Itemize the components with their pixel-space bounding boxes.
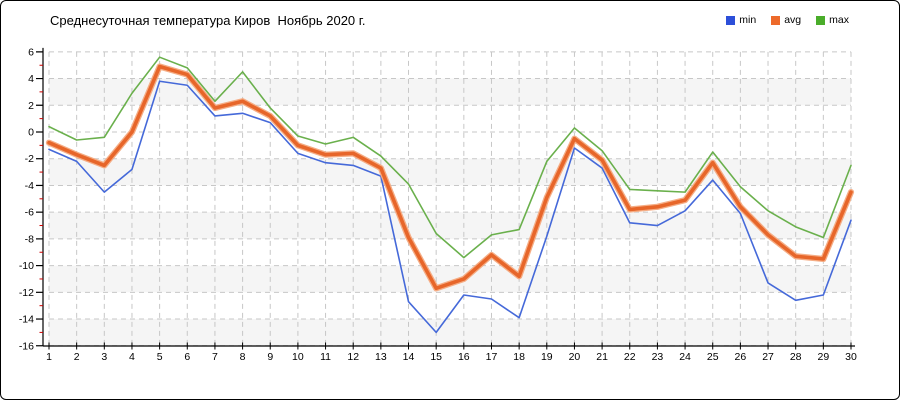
svg-text:10: 10 bbox=[292, 351, 304, 363]
svg-text:-12: -12 bbox=[19, 287, 34, 299]
svg-text:6: 6 bbox=[184, 351, 190, 363]
svg-text:24: 24 bbox=[679, 351, 691, 363]
svg-text:4: 4 bbox=[129, 351, 135, 363]
svg-text:11: 11 bbox=[320, 351, 331, 363]
svg-text:14: 14 bbox=[403, 351, 415, 363]
svg-text:-6: -6 bbox=[25, 207, 34, 219]
svg-text:27: 27 bbox=[762, 351, 774, 363]
svg-text:5: 5 bbox=[157, 351, 163, 363]
legend-label-max: max bbox=[829, 14, 849, 26]
svg-text:30: 30 bbox=[845, 351, 857, 363]
svg-text:4: 4 bbox=[28, 73, 34, 85]
svg-text:29: 29 bbox=[818, 351, 830, 363]
svg-text:23: 23 bbox=[652, 351, 664, 363]
svg-text:22: 22 bbox=[624, 351, 636, 363]
chart-title: Среднесуточная температура Киров Ноябрь … bbox=[50, 13, 366, 28]
svg-text:6: 6 bbox=[28, 46, 34, 58]
svg-text:17: 17 bbox=[486, 351, 498, 363]
svg-text:9: 9 bbox=[267, 351, 273, 363]
svg-text:2: 2 bbox=[74, 351, 80, 363]
svg-text:20: 20 bbox=[569, 351, 581, 363]
legend-item-max[interactable]: max bbox=[816, 14, 849, 26]
chart-legend: min avg max bbox=[726, 14, 849, 26]
svg-text:1: 1 bbox=[46, 351, 52, 363]
svg-text:28: 28 bbox=[790, 351, 802, 363]
svg-text:2: 2 bbox=[28, 100, 34, 112]
svg-text:8: 8 bbox=[240, 351, 246, 363]
svg-text:15: 15 bbox=[430, 351, 442, 363]
svg-text:-16: -16 bbox=[19, 340, 34, 352]
svg-text:25: 25 bbox=[707, 351, 719, 363]
svg-text:-14: -14 bbox=[19, 314, 34, 326]
svg-text:16: 16 bbox=[458, 351, 470, 363]
svg-text:18: 18 bbox=[513, 351, 525, 363]
svg-text:-2: -2 bbox=[25, 153, 34, 165]
svg-text:-10: -10 bbox=[19, 260, 34, 272]
legend-swatch-max-icon bbox=[816, 15, 826, 25]
svg-text:21: 21 bbox=[596, 351, 608, 363]
legend-label-min: min bbox=[739, 14, 757, 26]
svg-text:-8: -8 bbox=[25, 233, 34, 245]
legend-swatch-avg-icon bbox=[771, 15, 781, 25]
svg-text:26: 26 bbox=[735, 351, 747, 363]
legend-item-min[interactable]: min bbox=[726, 14, 756, 26]
svg-text:13: 13 bbox=[375, 351, 387, 363]
legend-item-avg[interactable]: avg bbox=[771, 14, 801, 26]
svg-text:-4: -4 bbox=[25, 180, 34, 192]
svg-text:0: 0 bbox=[28, 127, 34, 139]
svg-text:3: 3 bbox=[101, 351, 107, 363]
legend-label-avg: avg bbox=[784, 14, 802, 26]
svg-text:19: 19 bbox=[541, 351, 553, 363]
svg-text:12: 12 bbox=[347, 351, 359, 363]
svg-text:7: 7 bbox=[212, 351, 218, 363]
legend-swatch-min-icon bbox=[726, 15, 736, 25]
